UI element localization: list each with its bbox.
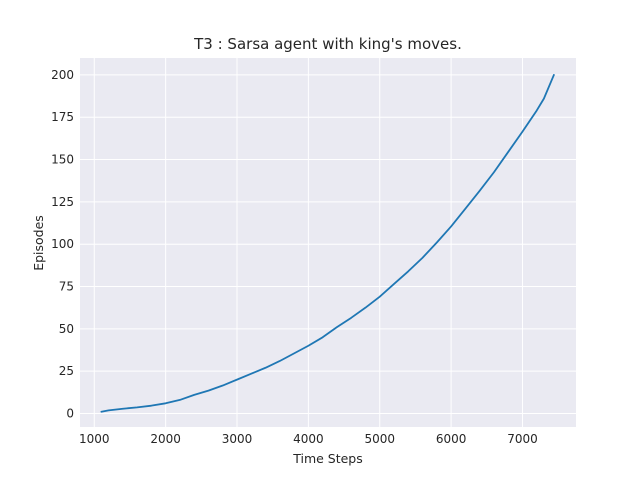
y-tick-label: 50 — [59, 322, 74, 336]
x-tick-label: 4000 — [293, 432, 324, 446]
chart-title: T3 : Sarsa agent with king's moves. — [193, 35, 462, 53]
y-tick-label: 150 — [51, 153, 74, 167]
y-axis-ticks: 0 25 50 75 100 125 150 175 200 — [51, 68, 74, 421]
x-tick-label: 2000 — [150, 432, 181, 446]
y-tick-label: 0 — [66, 406, 74, 420]
y-tick-label: 75 — [59, 280, 74, 294]
y-tick-label: 100 — [51, 237, 74, 251]
x-tick-label: 3000 — [222, 432, 253, 446]
series-line — [100, 74, 555, 413]
x-tick-label: 5000 — [364, 432, 395, 446]
y-tick-label: 175 — [51, 110, 74, 124]
y-tick-label: 125 — [51, 195, 74, 209]
x-tick-label: 7000 — [507, 432, 538, 446]
x-axis-ticks: 1000 2000 3000 4000 5000 6000 7000 — [79, 432, 538, 446]
plot-area — [80, 58, 576, 427]
y-tick-label: 200 — [51, 68, 74, 82]
x-tick-label: 6000 — [436, 432, 467, 446]
y-axis-label: Episodes — [31, 215, 46, 271]
series-layer — [100, 74, 555, 413]
x-tick-label: 1000 — [79, 432, 110, 446]
x-axis-label: Time Steps — [292, 451, 363, 466]
y-tick-label: 25 — [59, 364, 74, 378]
grid — [80, 58, 576, 427]
